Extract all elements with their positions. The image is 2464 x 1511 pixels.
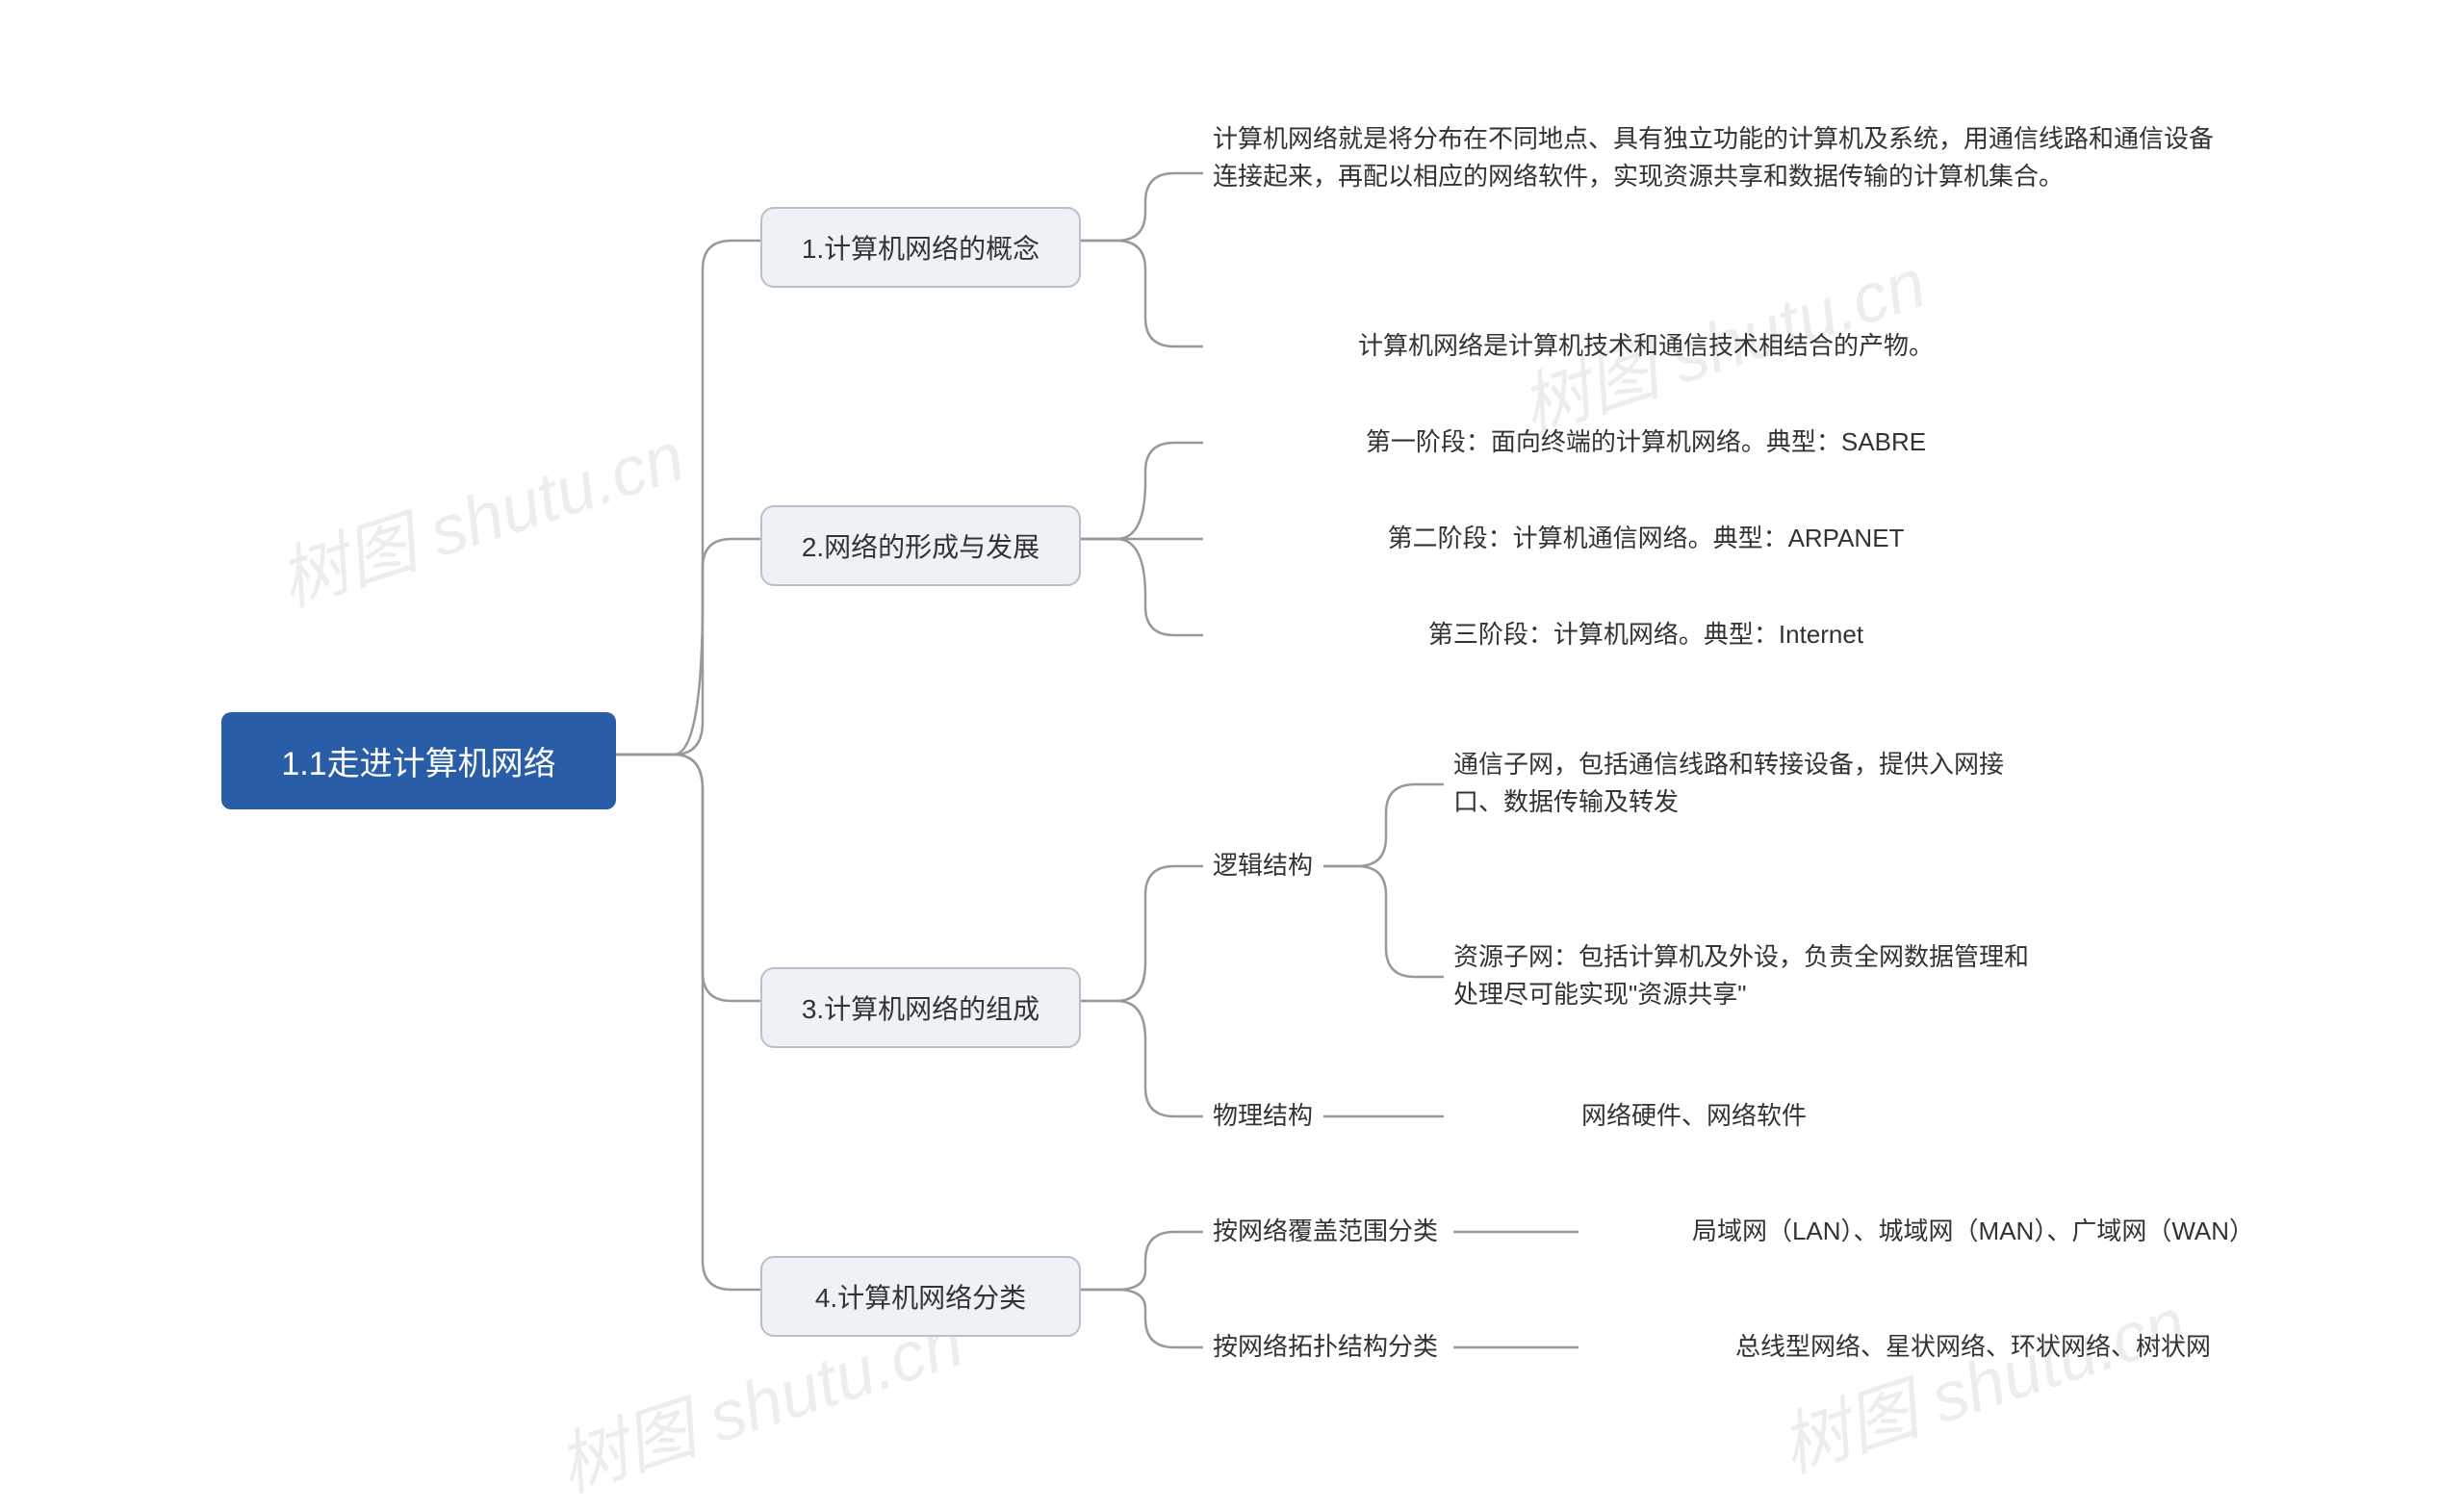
sub-text: 逻辑结构	[1213, 847, 1313, 884]
sub-text: 按网络覆盖范围分类	[1213, 1213, 1438, 1250]
leaf-node: 第二阶段：计算机通信网络。典型：ARPANET	[1213, 520, 2079, 557]
leaf-node: 总线型网络、星状网络、环状网络、树状网	[1588, 1328, 2358, 1366]
leaf-node: 网络硬件、网络软件	[1453, 1097, 1935, 1135]
leaf-text: 资源子网：包括计算机及外设，负责全网数据管理和处理尽可能实现"资源共享"	[1453, 938, 2050, 1013]
leaf-text: 总线型网络、星状网络、环状网络、树状网	[1735, 1328, 2211, 1366]
leaf-node: 计算机网络是计算机技术和通信技术相结合的产物。	[1213, 327, 2079, 365]
leaf-text: 计算机网络就是将分布在不同地点、具有独立功能的计算机及系统，用通信线路和通信设备…	[1213, 120, 2223, 195]
leaf-node: 资源子网：包括计算机及外设，负责全网数据管理和处理尽可能实现"资源共享"	[1453, 938, 2050, 1013]
leaf-text: 第三阶段：计算机网络。典型：Internet	[1428, 616, 1863, 653]
branch-node-composition[interactable]: 3.计算机网络的组成	[760, 967, 1081, 1048]
leaf-node: 通信子网，包括通信线路和转接设备，提供入网接口、数据传输及转发	[1453, 746, 2050, 821]
branch-node-classification[interactable]: 4.计算机网络分类	[760, 1256, 1081, 1337]
leaf-text: 通信子网，包括通信线路和转接设备，提供入网接口、数据传输及转发	[1453, 746, 2050, 821]
branch-label: 2.网络的形成与发展	[802, 526, 1040, 565]
leaf-node: 局域网（LAN）、城域网（MAN）、广域网（WAN）	[1588, 1213, 2358, 1250]
leaf-text: 局域网（LAN）、城域网（MAN）、广域网（WAN）	[1692, 1213, 2254, 1250]
sub-node-logical: 逻辑结构	[1213, 847, 1313, 884]
leaf-text: 第二阶段：计算机通信网络。典型：ARPANET	[1388, 520, 1905, 557]
leaf-text: 第一阶段：面向终端的计算机网络。典型：SABRE	[1366, 423, 1926, 461]
sub-text: 按网络拓扑结构分类	[1213, 1328, 1438, 1366]
watermark: 树图 shutu.cn	[1765, 1266, 2195, 1492]
watermark: 树图 shutu.cn	[264, 399, 694, 626]
leaf-node: 计算机网络就是将分布在不同地点、具有独立功能的计算机及系统，用通信线路和通信设备…	[1213, 120, 2223, 195]
branch-label: 3.计算机网络的组成	[802, 988, 1040, 1027]
root-node[interactable]: 1.1走进计算机网络	[221, 712, 616, 809]
sub-node-bycoverage: 按网络覆盖范围分类	[1213, 1213, 1438, 1250]
leaf-node: 第一阶段：面向终端的计算机网络。典型：SABRE	[1213, 423, 2079, 461]
branch-label: 1.计算机网络的概念	[802, 228, 1040, 267]
leaf-node: 第三阶段：计算机网络。典型：Internet	[1213, 616, 2079, 653]
sub-text: 物理结构	[1213, 1097, 1313, 1135]
sub-node-bytopology: 按网络拓扑结构分类	[1213, 1328, 1438, 1366]
sub-node-physical: 物理结构	[1213, 1097, 1313, 1135]
root-label: 1.1走进计算机网络	[281, 737, 555, 784]
branch-node-concept[interactable]: 1.计算机网络的概念	[760, 207, 1081, 288]
leaf-text: 计算机网络是计算机技术和通信技术相结合的产物。	[1358, 327, 1934, 365]
branch-label: 4.计算机网络分类	[815, 1277, 1026, 1316]
branch-node-development[interactable]: 2.网络的形成与发展	[760, 505, 1081, 586]
leaf-text: 网络硬件、网络软件	[1581, 1097, 1807, 1135]
mindmap-canvas: 树图 shutu.cn 树图 shutu.cn 树图 shutu.cn 树图 s…	[0, 0, 2464, 1510]
